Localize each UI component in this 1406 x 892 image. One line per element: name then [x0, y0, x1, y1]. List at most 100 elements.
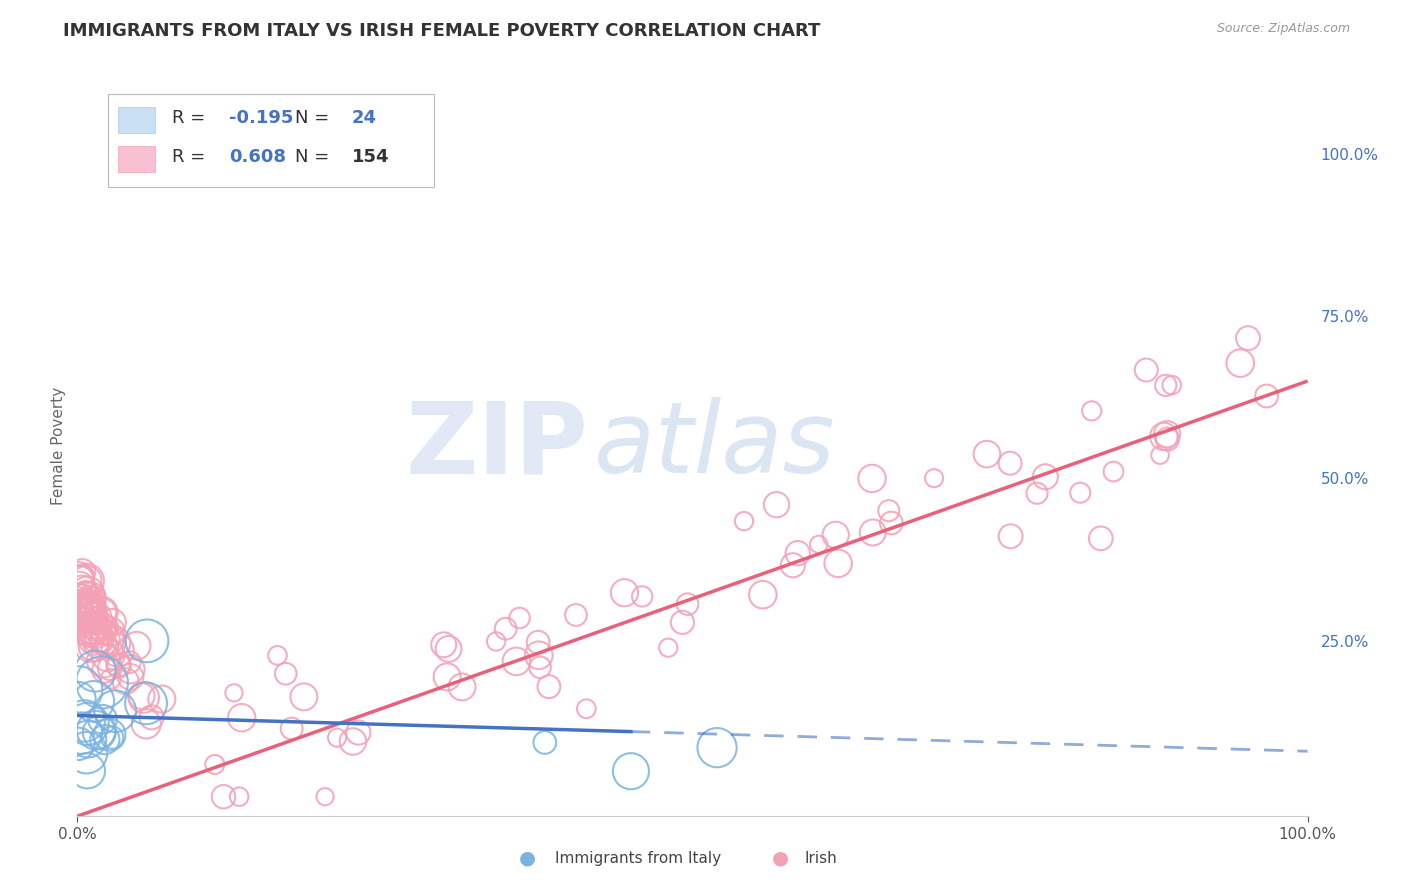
Point	[83, 614, 105, 628]
FancyBboxPatch shape	[118, 146, 155, 172]
Point	[76, 764, 98, 778]
Point	[150, 692, 173, 706]
Point	[86, 627, 108, 641]
Point	[83, 631, 105, 645]
Point	[94, 621, 117, 635]
Text: atlas: atlas	[595, 398, 835, 494]
Point	[79, 610, 101, 624]
Point	[67, 683, 90, 698]
Point	[89, 635, 111, 649]
Point	[82, 591, 104, 606]
Point	[69, 604, 91, 618]
Point	[76, 608, 98, 623]
Point	[860, 471, 883, 485]
Point	[495, 622, 517, 636]
Point	[67, 570, 90, 584]
Point	[69, 614, 91, 628]
Point	[1000, 529, 1022, 543]
Point	[69, 571, 91, 585]
Text: -0.195: -0.195	[229, 109, 292, 127]
Point	[75, 625, 97, 640]
Point	[1153, 429, 1175, 443]
Point	[98, 635, 121, 649]
Point	[77, 615, 100, 629]
Text: 0.608: 0.608	[229, 148, 285, 166]
Point	[84, 619, 107, 633]
Point	[1026, 486, 1049, 500]
Point	[433, 638, 456, 652]
Text: Irish: Irish	[804, 851, 837, 865]
Text: ●: ●	[772, 848, 789, 868]
Point	[75, 599, 97, 613]
Point	[76, 586, 98, 600]
Point	[104, 704, 127, 718]
Point	[80, 600, 103, 615]
Point	[91, 712, 114, 726]
Point	[1256, 389, 1278, 403]
Point	[101, 731, 124, 745]
Point	[70, 583, 93, 598]
Point	[72, 565, 94, 579]
Point	[82, 616, 104, 631]
Point	[575, 702, 598, 716]
Point	[80, 606, 103, 620]
Text: 24: 24	[352, 109, 377, 127]
Text: R =: R =	[172, 148, 211, 166]
Y-axis label: Female Poverty: Female Poverty	[51, 387, 66, 505]
Point	[1149, 448, 1171, 462]
Point	[1090, 532, 1112, 546]
Point	[69, 612, 91, 626]
Point	[125, 639, 148, 653]
Point	[107, 643, 129, 657]
Point	[620, 764, 643, 779]
Point	[96, 632, 118, 646]
Point	[100, 624, 122, 639]
Point	[79, 598, 101, 612]
Point	[998, 456, 1021, 470]
Point	[537, 680, 560, 694]
Point	[72, 613, 94, 627]
Point	[72, 604, 94, 618]
Point	[80, 624, 103, 638]
Point	[1069, 485, 1091, 500]
Text: ●: ●	[519, 848, 536, 868]
Text: Immigrants from Italy: Immigrants from Italy	[555, 851, 721, 865]
Point	[1229, 356, 1251, 370]
Point	[93, 654, 115, 668]
Point	[76, 617, 98, 632]
Point	[347, 725, 370, 739]
Point	[94, 732, 117, 747]
Point	[752, 588, 775, 602]
Point	[824, 528, 846, 542]
Point	[657, 640, 679, 655]
Point	[80, 602, 103, 616]
Point	[228, 789, 250, 804]
Point	[222, 686, 245, 700]
Point	[90, 633, 112, 648]
Point	[1154, 378, 1177, 392]
Text: 154: 154	[352, 148, 389, 166]
Point	[79, 620, 101, 634]
Point	[877, 504, 900, 518]
Point	[108, 659, 131, 673]
Point	[485, 634, 508, 648]
FancyBboxPatch shape	[118, 107, 155, 133]
Point	[326, 731, 349, 745]
Point	[827, 557, 849, 571]
Point	[314, 789, 336, 804]
Point	[82, 619, 104, 633]
Point	[922, 471, 945, 485]
Point	[292, 690, 315, 704]
Point	[1156, 432, 1178, 446]
Point	[67, 596, 90, 610]
Point	[103, 636, 125, 650]
Point	[77, 595, 100, 609]
Point	[80, 599, 103, 614]
Text: N =: N =	[295, 109, 335, 127]
Point	[77, 732, 100, 747]
Point	[509, 611, 531, 625]
Point	[782, 558, 804, 573]
Point	[1035, 470, 1057, 484]
FancyBboxPatch shape	[108, 95, 434, 187]
Point	[75, 586, 97, 600]
